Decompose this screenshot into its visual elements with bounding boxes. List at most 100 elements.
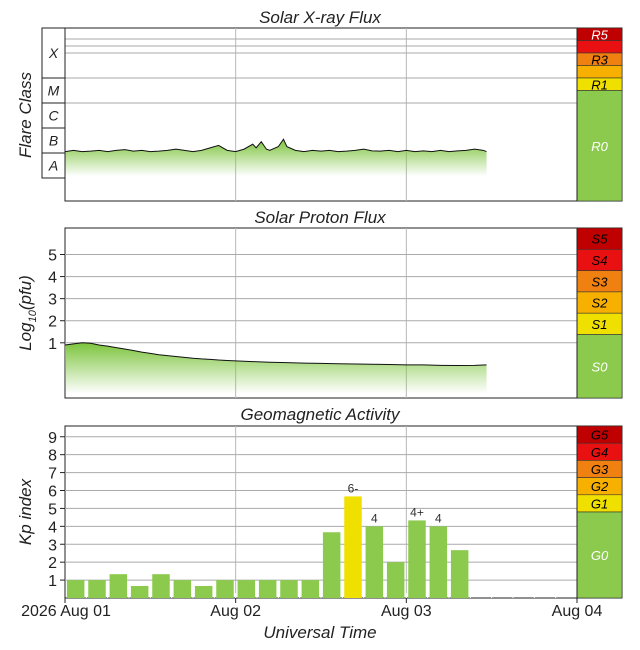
proton-flux-fill [65, 342, 487, 394]
kp-bar-label: 4 [435, 511, 442, 525]
kp-bar [322, 532, 341, 598]
xtick-label: 2026 Aug 01 [21, 603, 111, 620]
proton-flux-area [65, 342, 487, 394]
ytick-label: 1 [48, 336, 57, 353]
kp-bar [280, 580, 298, 598]
flare-class-label: M [48, 83, 60, 99]
proton-title: Solar Proton Flux [254, 208, 386, 227]
kp-bar [258, 580, 277, 598]
scale-label: G0 [591, 548, 609, 563]
proton-gridlines [65, 228, 577, 398]
scale-label: S2 [592, 296, 609, 311]
scale-label: G1 [591, 496, 608, 511]
kp-gridlines [65, 426, 577, 598]
kp-bar-label: 4 [371, 511, 378, 525]
kp-bar [237, 580, 256, 598]
xray-r-scale: R5 R3 R1 R0 [576, 27, 623, 202]
ytick-label: 9 [48, 430, 57, 447]
scale-label: G2 [591, 479, 609, 494]
scale-label: S4 [592, 253, 608, 268]
scale-label: G4 [591, 445, 608, 460]
ytick-label: 8 [48, 448, 57, 465]
scale-label: S0 [592, 359, 609, 374]
kp-bar [152, 574, 170, 598]
ytick-label: 1 [48, 573, 57, 590]
proton-yticks: 1 2 3 4 5 [48, 247, 65, 353]
scale-label: R1 [591, 77, 608, 92]
xray-ylabel: Flare Class [16, 72, 35, 158]
scale-label: G3 [591, 462, 609, 477]
xray-flux-area [65, 139, 487, 177]
kp-bar [450, 550, 469, 598]
x-axis-label: Universal Time [263, 623, 376, 642]
ytick-label: 2 [48, 314, 57, 331]
ytick-label: 2 [48, 555, 57, 572]
kp-title: Geomagnetic Activity [240, 405, 401, 424]
scale-label: G5 [591, 428, 609, 443]
proton-flux-line [64, 342, 487, 367]
scale-segment [576, 40, 623, 54]
scale-label: S3 [592, 274, 609, 289]
proton-s-scale: S5 S4 S3 S2 S1 S0 [576, 227, 623, 399]
xtick-label: Aug 04 [552, 603, 603, 620]
ytick-label: 4 [48, 270, 57, 287]
time-axis-ticks: 2026 Aug 01 Aug 02 Aug 03 Aug 04 [21, 598, 602, 620]
kp-bar [66, 580, 85, 598]
kp-bar [429, 526, 448, 598]
scale-segment [576, 511, 623, 599]
kp-plot-area [64, 425, 623, 599]
flare-class-label: A [48, 158, 58, 174]
scale-label: R5 [591, 27, 608, 42]
xtick-label: Aug 02 [210, 603, 261, 620]
kp-bar-label: 6- [348, 481, 359, 495]
scale-segment [576, 90, 623, 202]
xray-title: Solar X-ray Flux [259, 8, 381, 27]
kp-bar [109, 574, 128, 598]
kp-bar [173, 580, 192, 598]
ytick-label: 5 [48, 501, 57, 518]
scale-label: R0 [591, 139, 608, 154]
kp-bar [301, 580, 320, 598]
scale-segment [576, 65, 623, 79]
scale-label: S5 [592, 232, 609, 247]
kp-bar [88, 580, 106, 598]
xray-flux-line [64, 138, 487, 153]
proton-ylabel-log: Log [16, 322, 35, 351]
kp-bar [408, 520, 426, 598]
kp-bars: 6- 4 4+ 4 [66, 481, 557, 598]
kp-bar [194, 585, 213, 598]
scale-label: S1 [592, 317, 608, 332]
ytick-label: 4 [48, 519, 57, 536]
kp-g-scale: G5 G4 G3 G2 G1 G0 [576, 425, 623, 599]
ytick-label: 3 [48, 537, 57, 554]
proton-ylabel-unit: (pfu) [16, 275, 35, 310]
kp-bar [365, 526, 384, 598]
xtick-label: Aug 03 [381, 603, 432, 620]
kp-ylabel: Kp index [16, 478, 35, 545]
flare-class-label: X [48, 45, 59, 61]
scale-label: R3 [591, 52, 608, 67]
ytick-label: 3 [48, 292, 57, 309]
proton-ylabel: Log10(pfu) [16, 275, 39, 351]
kp-bar [386, 562, 405, 598]
ytick-label: 5 [48, 247, 57, 264]
kp-panel: Geomagnetic Activity Kp index 6- 4 4+ 4 123… [16, 405, 623, 642]
kp-bar [216, 580, 234, 598]
kp-bar-label: 4+ [410, 505, 424, 519]
flare-class-label: B [49, 133, 58, 149]
proton-ylabel-sub: 10 [27, 309, 39, 322]
ytick-label: 7 [48, 466, 57, 483]
flare-class-label: C [48, 108, 59, 124]
ytick-label: 6 [48, 484, 57, 501]
kp-bar [130, 585, 149, 598]
kp-bar [344, 496, 362, 598]
flare-class-box [41, 152, 66, 179]
xray-flux-fill [65, 139, 487, 177]
scale-segment [576, 334, 623, 399]
